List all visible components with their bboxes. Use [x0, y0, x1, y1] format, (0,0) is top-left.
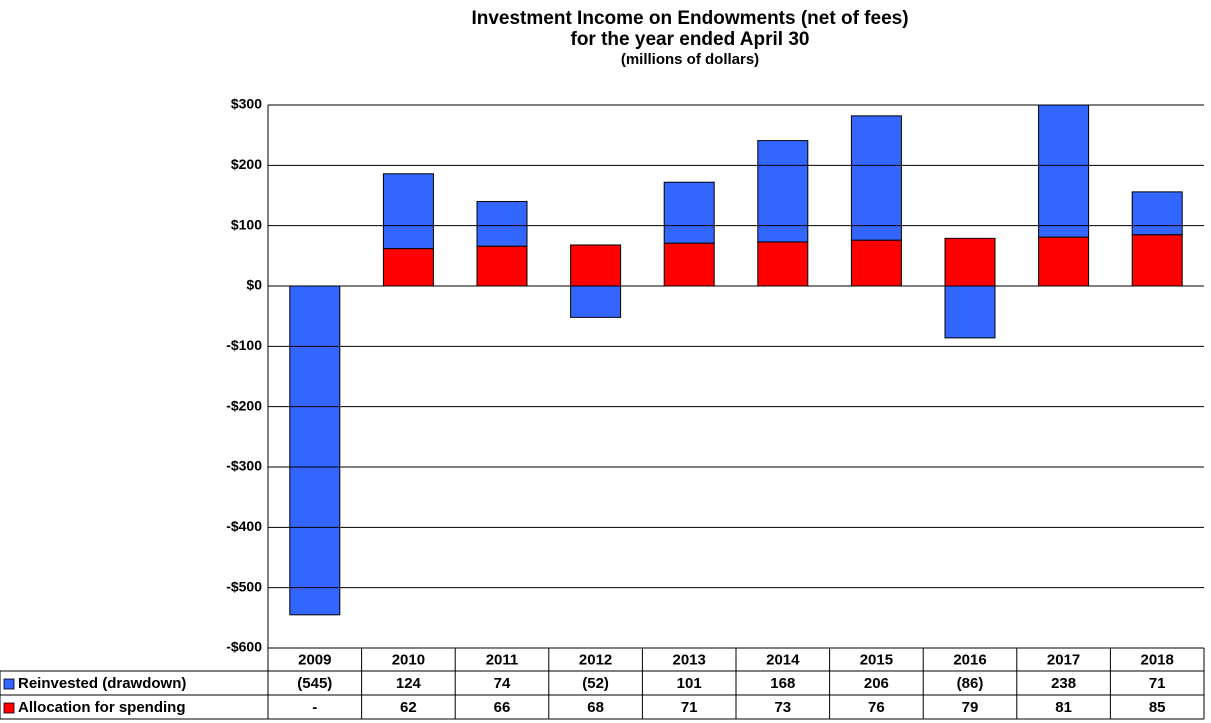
bar-segment	[1038, 105, 1090, 238]
y-tick-label: -$500	[226, 578, 262, 594]
table-value: -	[312, 699, 317, 716]
table-value: 81	[1055, 699, 1072, 716]
bar-segment	[570, 244, 622, 287]
bar-segment	[382, 248, 434, 287]
y-tick-label: -$100	[226, 337, 262, 353]
table-value: (86)	[957, 675, 984, 692]
bar-segment	[757, 140, 809, 243]
table-value: 68	[587, 699, 604, 716]
bar-segment	[757, 241, 809, 287]
bar-segment	[476, 245, 528, 287]
bar-segment	[476, 201, 528, 247]
bar-segment	[850, 239, 902, 287]
table-value: 124	[396, 675, 422, 692]
table-value: 206	[864, 675, 889, 692]
x-tick-label: 2016	[953, 651, 986, 668]
chart-title: Investment Income on Endowments (net of …	[471, 8, 908, 29]
bar-segment	[1038, 236, 1090, 287]
x-tick-label: 2009	[298, 651, 331, 668]
table-value: 76	[868, 699, 885, 716]
table-value: 79	[962, 699, 979, 716]
y-tick-label: -$600	[226, 639, 262, 655]
legend-label: Allocation for spending	[18, 699, 186, 716]
legend-label: Reinvested (drawdown)	[18, 675, 186, 692]
bar-segment	[663, 242, 715, 287]
y-tick-label: -$400	[226, 518, 262, 534]
bar-segment	[944, 285, 996, 339]
y-tick-label: $200	[231, 156, 262, 172]
bar-segment	[850, 115, 902, 241]
x-tick-label: 2011	[486, 651, 519, 668]
table-value: 74	[494, 675, 511, 692]
table-value: 85	[1149, 699, 1166, 716]
legend-swatch	[3, 678, 15, 690]
x-tick-label: 2013	[673, 651, 706, 668]
x-tick-label: 2017	[1047, 651, 1080, 668]
table-value: (52)	[582, 675, 609, 692]
table-value: 71	[1149, 675, 1166, 692]
x-tick-label: 2010	[392, 651, 425, 668]
bar-segment	[1131, 234, 1183, 287]
y-tick-label: $0	[246, 277, 262, 293]
x-tick-label: 2014	[766, 651, 800, 668]
legend-swatch	[3, 702, 15, 714]
x-tick-label: 2012	[579, 651, 612, 668]
table-value: 71	[681, 699, 698, 716]
bar-segment	[289, 285, 341, 616]
bar-segment	[663, 181, 715, 244]
y-tick-label: -$300	[226, 458, 262, 474]
y-tick-label: $100	[231, 216, 262, 232]
bar-segment	[944, 237, 996, 287]
chart-subtitle: for the year ended April 30	[571, 29, 810, 50]
table-value: 101	[677, 675, 702, 692]
y-tick-label: -$200	[226, 397, 262, 413]
table-value: 238	[1051, 675, 1076, 692]
table-value: 66	[494, 699, 511, 716]
table-value: (545)	[297, 675, 332, 692]
x-tick-label: 2015	[860, 651, 893, 668]
x-tick-label: 2018	[1141, 651, 1174, 668]
plot-area	[289, 105, 1183, 616]
bar-segment	[382, 173, 434, 250]
table-value: 168	[770, 675, 795, 692]
bar-segment	[1131, 191, 1183, 236]
bar-segment	[570, 285, 622, 318]
units-note: (millions of dollars)	[621, 51, 759, 68]
y-tick-label: $300	[231, 96, 262, 112]
table-value: 73	[774, 699, 791, 716]
table-value: 62	[400, 699, 417, 716]
